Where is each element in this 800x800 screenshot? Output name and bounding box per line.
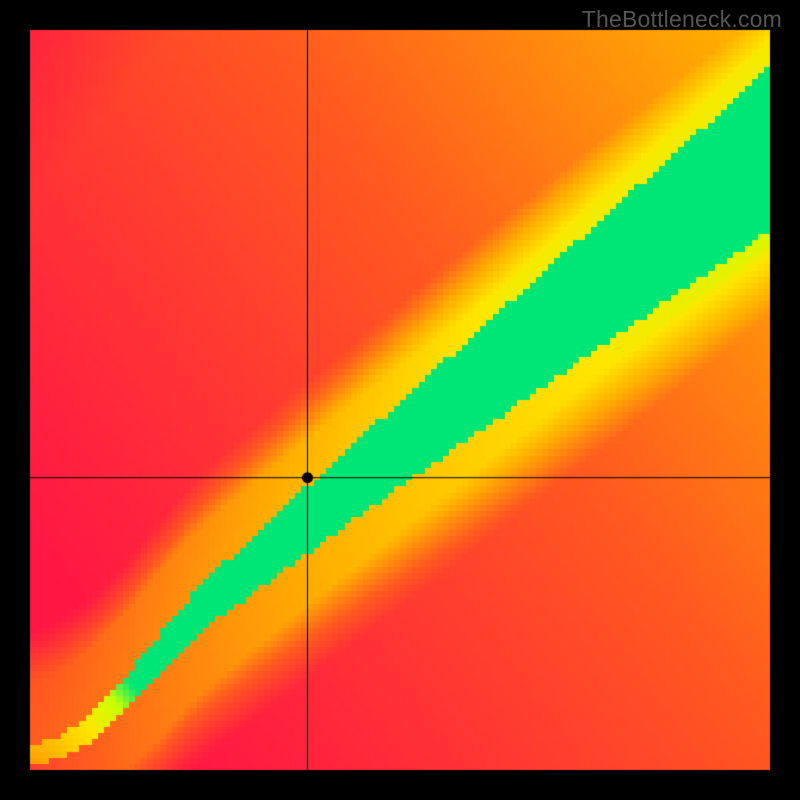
chart-container: TheBottleneck.com <box>0 0 800 800</box>
heatmap-canvas <box>0 0 800 800</box>
watermark-text: TheBottleneck.com <box>582 6 782 33</box>
